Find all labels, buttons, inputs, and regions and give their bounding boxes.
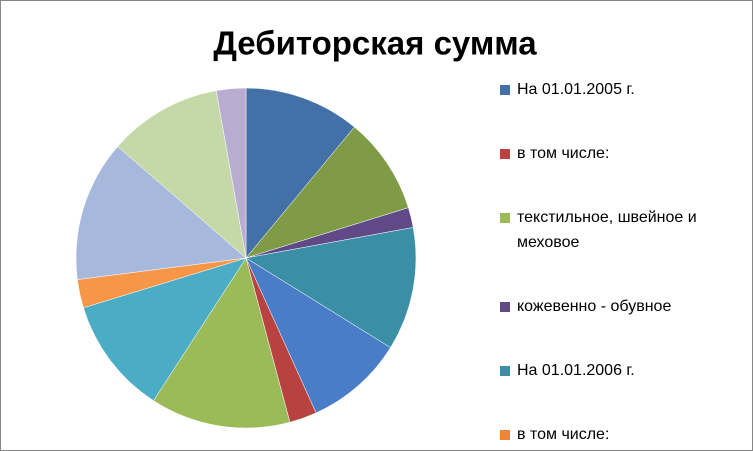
- legend-item: кожевенно - обувное: [500, 294, 715, 319]
- pie-slice: [117, 90, 247, 259]
- pie-slice: [245, 87, 355, 259]
- legend-item: в том числе:: [500, 422, 715, 447]
- legend: На 01.01.2005 г. в том числе: текстильное,…: [500, 77, 715, 447]
- pie-slice: [83, 257, 247, 401]
- legend-item: На 01.01.2006 г.: [500, 358, 715, 383]
- legend-label: кожевенно - обувное: [517, 298, 672, 315]
- chart-title: Дебиторская сумма: [213, 25, 537, 62]
- legend-swatch: [500, 85, 510, 95]
- legend-swatch: [500, 430, 510, 440]
- legend-label: текстильное, швейное и меховое: [517, 209, 697, 251]
- legend-swatch: [500, 213, 510, 223]
- legend-label: в том числе:: [517, 145, 610, 162]
- pie-slice: [215, 87, 247, 259]
- legend-swatch: [500, 366, 510, 376]
- legend-label: в том числе:: [517, 426, 610, 443]
- legend-item: в том числе:: [500, 141, 715, 166]
- pie-slice: [245, 257, 391, 414]
- legend-item: текстильное, швейное и меховое: [500, 205, 715, 255]
- legend-label: На 01.01.2006 г.: [517, 362, 635, 379]
- pie-slice: [75, 146, 247, 280]
- pie-slice: [245, 227, 417, 348]
- pie-slice: [245, 126, 409, 259]
- legend-swatch: [500, 149, 510, 159]
- legend-swatch: [500, 302, 510, 312]
- pie-slice: [153, 257, 291, 429]
- legend-item: На 01.01.2005 г.: [500, 77, 715, 102]
- legend-label: На 01.01.2005 г.: [517, 81, 635, 98]
